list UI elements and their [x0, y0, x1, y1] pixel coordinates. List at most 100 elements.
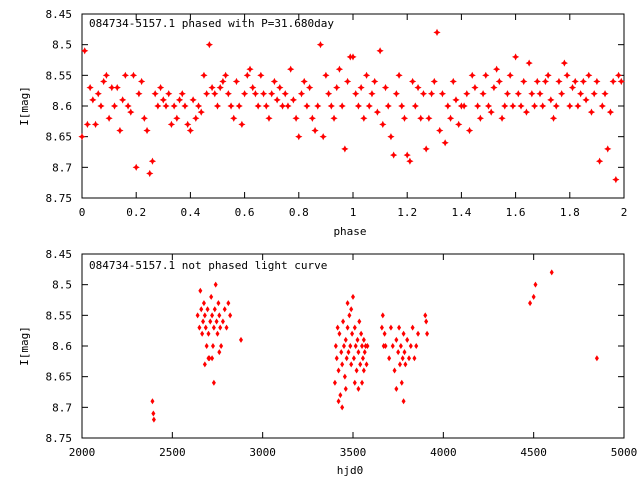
data-point — [336, 398, 341, 405]
data-point — [394, 336, 399, 343]
data-point — [356, 385, 361, 392]
data-point — [563, 71, 571, 79]
x-tick-label: 0.8 — [289, 206, 309, 219]
data-point — [357, 318, 362, 325]
data-point — [292, 114, 300, 122]
data-point — [83, 120, 92, 128]
data-point — [414, 84, 422, 92]
data-point — [338, 392, 343, 399]
data-point — [352, 324, 357, 331]
y-tick-label: 8.55 — [46, 69, 73, 82]
data-point — [167, 120, 176, 128]
data-point — [441, 139, 449, 147]
data-point — [352, 90, 360, 98]
y-tick-label: 8.55 — [46, 309, 73, 322]
data-point — [571, 77, 579, 86]
data-point — [222, 71, 230, 79]
x-tick-label: 4000 — [430, 446, 457, 459]
data-point — [425, 330, 430, 337]
data-point — [243, 71, 251, 79]
unphased-data-points — [150, 269, 599, 423]
data-point — [390, 151, 398, 159]
data-point — [395, 71, 403, 79]
data-point — [140, 114, 148, 122]
y-tick-label: 8.6 — [52, 100, 72, 113]
data-point — [297, 90, 306, 98]
data-point — [113, 84, 121, 92]
data-point — [335, 324, 340, 331]
data-point — [585, 71, 593, 79]
y-tick-label: 8.5 — [52, 39, 72, 52]
data-point — [184, 120, 192, 128]
data-point — [78, 133, 86, 141]
data-point — [215, 330, 220, 337]
data-point — [533, 281, 538, 288]
data-point — [361, 367, 366, 374]
x-tick-label: 0 — [79, 206, 86, 219]
data-point — [154, 102, 162, 110]
phased-y-axis: 8.45 8.5 8.55 8.6 8.65 8.7 8.75 — [46, 8, 624, 205]
data-point — [490, 84, 498, 92]
data-point — [281, 90, 289, 98]
data-point — [119, 96, 127, 104]
data-point — [357, 84, 365, 92]
data-point — [409, 77, 417, 86]
phased-x-axis-label: phase — [333, 225, 366, 238]
x-tick-label: 2 — [621, 206, 628, 219]
data-point — [219, 77, 227, 86]
data-point — [127, 108, 135, 116]
data-point — [455, 120, 463, 128]
data-point — [368, 90, 376, 98]
x-tick-label: 4500 — [520, 446, 547, 459]
data-point — [355, 336, 360, 343]
data-point — [238, 336, 243, 343]
x-tick-label: 1.2 — [397, 206, 417, 219]
data-point — [365, 102, 373, 110]
data-point — [405, 336, 410, 343]
data-point — [593, 77, 601, 86]
unphased-y-axis: 8.45 8.5 8.55 8.6 8.65 8.7 8.75 — [46, 248, 624, 445]
data-point — [194, 102, 203, 110]
data-point — [205, 41, 213, 49]
data-point — [91, 120, 100, 128]
data-point — [594, 355, 599, 362]
data-point — [295, 133, 303, 141]
data-point — [503, 90, 512, 98]
data-point — [148, 157, 157, 165]
data-point — [354, 102, 363, 110]
data-point — [511, 53, 520, 61]
data-point — [268, 90, 276, 98]
data-point — [206, 330, 211, 337]
data-point — [612, 176, 620, 184]
data-point — [337, 330, 342, 337]
data-point — [373, 108, 381, 116]
data-point — [210, 355, 215, 362]
y-tick-label: 8.5 — [52, 279, 72, 292]
data-point — [151, 410, 156, 417]
data-point — [241, 90, 249, 98]
data-point — [463, 90, 471, 98]
data-point — [173, 114, 181, 122]
data-point — [465, 126, 474, 135]
unphased-x-axis-label: hjd0 — [337, 464, 364, 477]
data-point — [121, 71, 129, 79]
data-point — [340, 404, 345, 411]
data-point — [397, 361, 402, 368]
data-point — [474, 102, 482, 110]
data-point — [346, 349, 351, 356]
data-point — [343, 336, 348, 343]
data-point — [265, 114, 273, 122]
data-point — [525, 59, 533, 67]
data-point — [392, 90, 400, 98]
data-point — [397, 324, 402, 331]
data-point — [116, 126, 124, 135]
data-point — [549, 114, 558, 122]
data-point — [416, 330, 421, 337]
data-point — [217, 312, 222, 319]
data-point — [414, 343, 419, 349]
phased-data-points — [78, 28, 625, 184]
x-tick-label: 0.6 — [235, 206, 255, 219]
data-point — [334, 355, 339, 362]
data-point — [238, 120, 246, 128]
data-point — [509, 102, 517, 110]
